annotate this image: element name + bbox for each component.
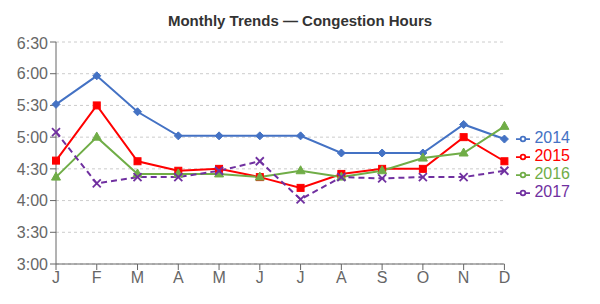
svg-text:J: J [297,269,305,286]
svg-text:M: M [212,269,225,286]
svg-text:J: J [52,269,60,286]
svg-text:D: D [499,269,511,286]
svg-text:4:30: 4:30 [17,161,48,178]
svg-text:M: M [131,269,144,286]
svg-text:4:00: 4:00 [17,192,48,209]
html-text:2015: 2015 [534,147,570,164]
svg-text:5:30: 5:30 [17,97,48,114]
svg-text:3:30: 3:30 [17,224,48,241]
svg-text:N: N [458,269,470,286]
svg-text:3:00: 3:00 [17,256,48,273]
html-text:2016: 2016 [534,165,570,182]
svg-text:5:00: 5:00 [17,129,48,146]
svg-text:A: A [173,269,184,286]
html-text:2014: 2014 [534,129,570,146]
svg-text:A: A [336,269,347,286]
svg-text:6:30: 6:30 [17,35,48,52]
svg-text:F: F [92,269,102,286]
svg-text:J: J [256,269,264,286]
svg-text:6:00: 6:00 [17,65,48,82]
svg-text:O: O [417,269,429,286]
html-text:Monthly Trends — Congestion Ho: Monthly Trends — Congestion Hours [167,12,433,29]
svg-text:S: S [377,269,388,286]
html-text:2017: 2017 [534,183,570,200]
